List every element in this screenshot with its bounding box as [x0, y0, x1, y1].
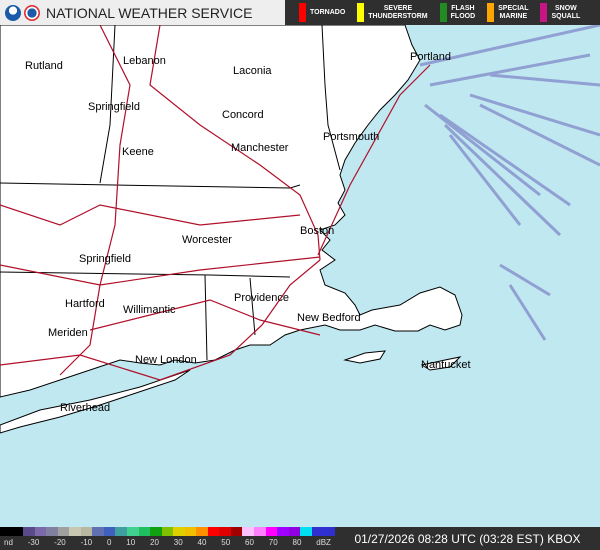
city-label: Boston [300, 225, 334, 237]
city-label: Concord [222, 109, 264, 121]
scale-swatch [288, 527, 301, 536]
legend-label: SNOW SQUALL [551, 4, 581, 20]
legend-item: TORNADO [299, 3, 345, 22]
legend-swatch [540, 3, 548, 22]
page-title: NATIONAL WEATHER SERVICE [46, 4, 253, 21]
scale-tick: 60 [245, 538, 254, 547]
scale-tick: 40 [197, 538, 207, 547]
scale-swatch [0, 527, 12, 536]
dbz-color-scale: nd -30 -20 -10 0 10 20 30 40 50 60 70 80 dBZ [0, 527, 335, 550]
land-marthas-vineyard [343, 350, 386, 364]
city-label: Meriden [48, 327, 88, 339]
city-label: Worcester [182, 234, 232, 246]
city-label: Springfield [79, 253, 131, 265]
scale-tick: -10 [80, 538, 93, 547]
legend-label: SPECIAL MARINE [498, 4, 529, 20]
legend-swatch [299, 3, 306, 22]
scale-swatch [103, 527, 116, 536]
scale-swatch [11, 527, 24, 536]
scale-tick: dBZ [316, 538, 331, 547]
scale-swatch [69, 527, 81, 536]
legend-item: SPECIAL MARINE [487, 3, 528, 22]
scale-swatch [323, 527, 335, 536]
city-label: Portland [410, 51, 451, 63]
nws-logo [24, 4, 40, 21]
scale-tick: 10 [126, 538, 136, 547]
legend-label: TORNADO [310, 8, 346, 16]
land-nantucket [420, 356, 462, 371]
legend-swatch [357, 3, 365, 22]
legend-item: FLASH FLOOD [439, 3, 476, 22]
scale-tick: 70 [268, 538, 278, 547]
city-label: Rutland [25, 60, 63, 72]
scale-tick: 0 [106, 538, 112, 547]
legend-item: SNOW SQUALL [540, 3, 580, 22]
legend-item: SEVERE THUNDERSTORM [357, 3, 428, 22]
scale-swatch [254, 527, 266, 536]
land-mainland [0, 25, 463, 398]
scale-swatch [161, 527, 174, 536]
scale-swatch [80, 527, 93, 536]
scale-swatch [127, 527, 139, 536]
scale-swatch [230, 527, 243, 536]
city-label: Lebanon [123, 55, 166, 67]
legend-label: FLASH FLOOD [450, 4, 476, 20]
scale-swatch [300, 527, 312, 536]
scale-swatch [196, 527, 208, 536]
city-label: New London [135, 354, 197, 366]
city-label: Hartford [65, 298, 105, 310]
city-label: Portsmouth [323, 131, 379, 143]
scale-swatch [242, 527, 255, 536]
legend-swatch [487, 3, 495, 22]
city-label: Manchester [231, 142, 289, 154]
scale-swatch [115, 527, 128, 536]
scale-swatch [173, 527, 185, 536]
scale-swatch [184, 527, 197, 536]
radar-echoes [419, 25, 600, 341]
city-label: Keene [122, 146, 154, 158]
scale-swatch [150, 527, 162, 536]
scale-swatch [92, 527, 104, 536]
scale-tick: 20 [150, 538, 159, 547]
scale-ticks: nd -30 -20 -10 0 10 20 30 40 50 60 70 80 dBZ [0, 536, 335, 549]
city-labels: Rutland Lebanon Laconia Springfield Concord P… [25, 51, 471, 414]
scale-swatch [219, 527, 231, 536]
roads [0, 25, 431, 381]
scale-tick: 50 [221, 538, 231, 547]
scale-tick: 80 [292, 538, 302, 547]
warning-legend: TORNADO SEVERE THUNDERSTORM FLASH FLOOD SPE… [285, 0, 600, 25]
city-label: Laconia [233, 65, 272, 77]
city-label: Willimantic [123, 304, 176, 316]
scale-swatch [311, 527, 324, 536]
scale-swatch [277, 527, 289, 536]
brand: NATIONAL WEATHER SERVICE [0, 0, 285, 25]
scale-swatch [46, 527, 58, 536]
city-label: Nantucket [421, 359, 471, 371]
city-label: Providence [234, 292, 289, 304]
radar-map[interactable]: Rutland Lebanon Laconia Springfield Concord P… [0, 25, 600, 527]
scale-swatch [138, 527, 151, 536]
scale-tick: -20 [54, 538, 66, 547]
scale-swatch [34, 527, 47, 536]
city-label: Springfield [88, 101, 140, 113]
scale-swatch [57, 527, 70, 536]
legend-swatch [439, 3, 447, 22]
scale-tick: 30 [173, 538, 183, 547]
header: NATIONAL WEATHER SERVICE TORNADO SEVERE T… [0, 0, 600, 25]
timestamp: 01/27/2026 08:28 UTC (03:28 EST) KBOX [335, 527, 600, 550]
city-label: Riverhead [60, 402, 110, 414]
noaa-logo [5, 4, 21, 21]
scale-tick: -30 [27, 538, 40, 547]
land-long-island [0, 369, 191, 434]
scale-tick: nd [4, 538, 13, 547]
legend-label: SEVERE THUNDERSTORM [368, 4, 428, 20]
scale-swatch [265, 527, 278, 536]
city-label: New Bedford [297, 312, 361, 324]
scale-swatch [207, 527, 220, 536]
color-bar [0, 527, 335, 536]
scale-swatch [23, 527, 35, 536]
